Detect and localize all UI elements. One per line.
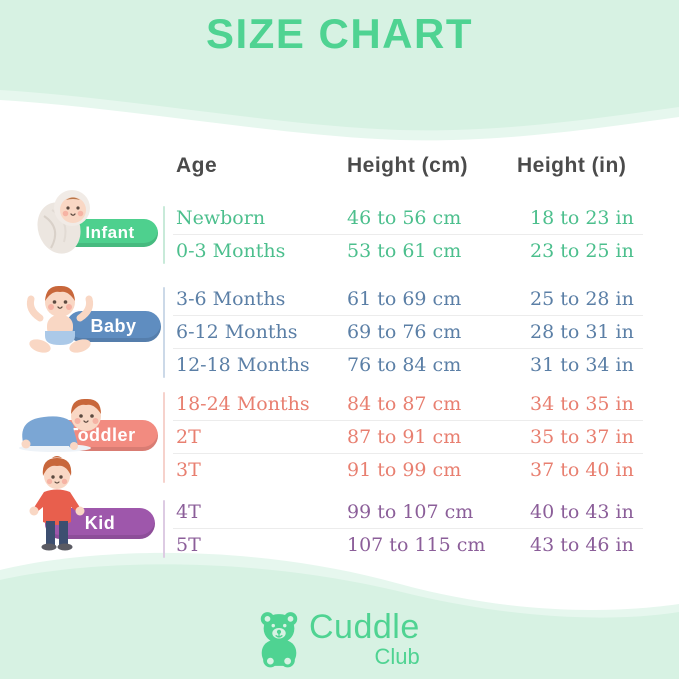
- cell-height-cm: 99 to 107 cm: [347, 501, 474, 523]
- size-group-baby: 3-6 Months 61 to 69 cm 25 to 28 in 6-12 …: [0, 283, 679, 382]
- brand-subname: Club: [374, 644, 420, 669]
- table-row: 4T 99 to 107 cm 40 to 43 in: [0, 496, 679, 529]
- brand-name: Cuddle: [309, 608, 420, 646]
- cell-height-in: 35 to 37 in: [530, 426, 634, 448]
- table-row: Newborn 46 to 56 cm 18 to 23 in: [0, 202, 679, 235]
- cell-height-cm: 69 to 76 cm: [347, 321, 462, 343]
- size-group-toddler: 18-24 Months 84 to 87 cm 34 to 35 in 2T …: [0, 388, 679, 487]
- cell-height-cm: 91 to 99 cm: [347, 459, 462, 481]
- size-group-infant: Newborn 46 to 56 cm 18 to 23 in 0-3 Mont…: [0, 202, 679, 268]
- table-row: 0-3 Months 53 to 61 cm 23 to 25 in: [0, 235, 679, 268]
- cell-height-in: 43 to 46 in: [530, 534, 634, 556]
- cell-height-in: 37 to 40 in: [530, 459, 634, 481]
- brand-logo: Cuddle Club: [255, 609, 420, 671]
- group-accent-line: [163, 287, 165, 378]
- cell-age: 3T: [176, 459, 201, 481]
- cell-age: 12-18 Months: [176, 354, 310, 376]
- group-accent-line: [163, 206, 165, 264]
- cell-age: 5T: [176, 534, 201, 556]
- table-row: 3-6 Months 61 to 69 cm 25 to 28 in: [0, 283, 679, 316]
- cell-height-cm: 87 to 91 cm: [347, 426, 462, 448]
- cell-height-cm: 53 to 61 cm: [347, 240, 462, 262]
- group-accent-line: [163, 500, 165, 558]
- teddy-bear-icon: [260, 612, 298, 668]
- toddler-illustration-icon: [10, 390, 116, 454]
- cell-age: 4T: [176, 501, 201, 523]
- cell-age: 0-3 Months: [176, 240, 286, 262]
- table-row: 5T 107 to 115 cm 43 to 46 in: [0, 529, 679, 562]
- size-group-kid: 4T 99 to 107 cm 40 to 43 in 5T 107 to 11…: [0, 496, 679, 562]
- group-rows: Newborn 46 to 56 cm 18 to 23 in 0-3 Mont…: [0, 202, 679, 268]
- cell-height-cm: 46 to 56 cm: [347, 207, 462, 229]
- page-title: SIZE CHART: [206, 10, 473, 57]
- table-row: 3T 91 to 99 cm 37 to 40 in: [0, 454, 679, 487]
- cell-height-in: 34 to 35 in: [530, 393, 634, 415]
- table-row: 6-12 Months 69 to 76 cm 28 to 31 in: [0, 316, 679, 349]
- cell-height-in: 18 to 23 in: [530, 207, 634, 229]
- column-header-height-in: Height (in): [517, 154, 627, 177]
- table-row: 18-24 Months 84 to 87 cm 34 to 35 in: [0, 388, 679, 421]
- cell-age: 3-6 Months: [176, 288, 286, 310]
- cell-age: 6-12 Months: [176, 321, 298, 343]
- cell-age: 2T: [176, 426, 201, 448]
- table-row: 12-18 Months 76 to 84 cm 31 to 34 in: [0, 349, 679, 382]
- cell-height-in: 28 to 31 in: [530, 321, 634, 343]
- cell-height-in: 23 to 25 in: [530, 240, 634, 262]
- cell-height-in: 25 to 28 in: [530, 288, 634, 310]
- group-rows: 3-6 Months 61 to 69 cm 25 to 28 in 6-12 …: [0, 283, 679, 382]
- cell-height-in: 40 to 43 in: [530, 501, 634, 523]
- cell-height-cm: 84 to 87 cm: [347, 393, 462, 415]
- cell-age: 18-24 Months: [176, 393, 310, 415]
- group-rows: 4T 99 to 107 cm 40 to 43 in 5T 107 to 11…: [0, 496, 679, 562]
- column-header-age: Age: [176, 154, 218, 177]
- cell-height-cm: 61 to 69 cm: [347, 288, 462, 310]
- cell-height-cm: 107 to 115 cm: [347, 534, 486, 556]
- cell-height-cm: 76 to 84 cm: [347, 354, 462, 376]
- infant-illustration-icon: [22, 186, 108, 256]
- column-header-height-cm: Height (cm): [347, 154, 468, 177]
- group-accent-line: [163, 392, 165, 483]
- group-rows: 18-24 Months 84 to 87 cm 34 to 35 in 2T …: [0, 388, 679, 487]
- cell-height-in: 31 to 34 in: [530, 354, 634, 376]
- kid-illustration-icon: [26, 454, 88, 556]
- cell-age: Newborn: [176, 207, 266, 229]
- table-row: 2T 87 to 91 cm 35 to 37 in: [0, 421, 679, 454]
- baby-illustration-icon: [20, 282, 100, 358]
